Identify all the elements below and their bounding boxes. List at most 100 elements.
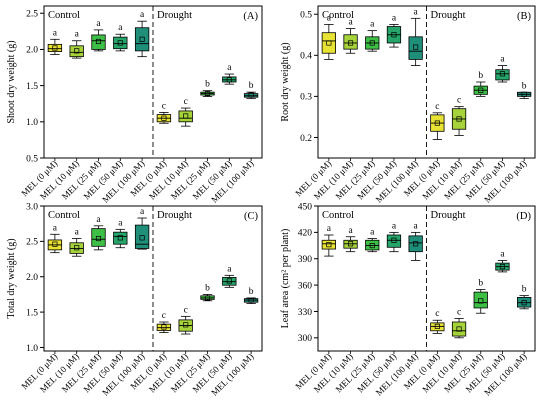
significance-letter: b bbox=[249, 81, 254, 91]
mean-marker bbox=[248, 297, 254, 303]
significance-letter: b bbox=[478, 71, 483, 81]
mean-marker bbox=[326, 40, 332, 46]
mean-marker bbox=[348, 241, 354, 247]
y-tick-label: 450 bbox=[298, 202, 313, 212]
box-drought-4: b bbox=[243, 81, 259, 100]
box-iqr bbox=[408, 36, 423, 60]
panel-a: 0.5 1.0 1.5 2.0 2.5 Shoot dry weight (g) Contr… bbox=[6, 5, 263, 205]
significance-letter: a bbox=[348, 18, 353, 28]
significance-letter: a bbox=[500, 249, 505, 259]
y-tick-label: 2.0 bbox=[26, 46, 38, 56]
box-control-3: a bbox=[113, 218, 128, 249]
y-tick-label: 0.5 bbox=[300, 11, 312, 21]
significance-letter: a bbox=[348, 226, 353, 236]
panel-c: 1.0 1.5 2.0 2.5 3.0 Total dry weight (g) Contr… bbox=[6, 202, 263, 398]
y-tick-label: 0.2 bbox=[300, 134, 312, 144]
significance-letter: a bbox=[75, 30, 80, 40]
box-drought-3: a bbox=[222, 264, 237, 288]
mean-marker bbox=[226, 278, 232, 284]
box-control-0: a bbox=[321, 224, 336, 257]
group-label-control: Control bbox=[48, 210, 80, 221]
mean-marker bbox=[161, 115, 167, 121]
group-label-control: Control bbox=[322, 210, 354, 221]
box-control-1: a bbox=[343, 226, 358, 253]
significance-letter: a bbox=[53, 28, 58, 38]
significance-letter: a bbox=[327, 13, 332, 23]
significance-letter: b bbox=[478, 278, 483, 288]
box-drought-3: a bbox=[495, 55, 510, 83]
panel-label: (A) bbox=[243, 11, 258, 22]
box-iqr bbox=[91, 34, 106, 50]
box-iqr bbox=[113, 231, 128, 245]
panel-label: (D) bbox=[516, 211, 531, 222]
mean-marker bbox=[456, 326, 462, 332]
y-axis-label: Leaf area (cm² per plant) bbox=[280, 229, 291, 329]
mean-marker bbox=[52, 45, 58, 51]
box-control-0: a bbox=[47, 28, 63, 55]
y-axis-label: Total dry weight (g) bbox=[6, 238, 17, 318]
box-control-0: a bbox=[321, 13, 336, 60]
box-control-0: a bbox=[47, 223, 63, 254]
mean-marker bbox=[499, 71, 506, 77]
y-tick-label: 2.5 bbox=[26, 10, 38, 20]
y-tick-label: 390 bbox=[298, 255, 313, 265]
mean-marker bbox=[95, 235, 102, 242]
y-tick-label: 1.0 bbox=[26, 118, 38, 128]
box-control-3: a bbox=[386, 221, 402, 253]
significance-letter: a bbox=[75, 228, 80, 238]
significance-letter: a bbox=[118, 23, 123, 33]
y-tick-label: 1.5 bbox=[26, 82, 38, 92]
group-label-drought: Drought bbox=[157, 210, 192, 221]
mean-marker bbox=[348, 40, 354, 46]
mean-marker bbox=[499, 264, 506, 270]
box-iqr bbox=[495, 69, 510, 81]
y-tick-label: 2.5 bbox=[26, 238, 38, 248]
mean-marker bbox=[74, 48, 80, 54]
box-drought-0: c bbox=[430, 102, 445, 140]
significance-letter: a bbox=[96, 215, 101, 225]
box-drought-0: c bbox=[156, 101, 172, 124]
group-label-control: Control bbox=[48, 10, 80, 21]
box-control-4: a bbox=[134, 10, 150, 58]
mean-marker bbox=[139, 235, 145, 241]
box-drought-2: b bbox=[200, 283, 215, 302]
box-drought-3: a bbox=[495, 249, 510, 273]
mean-marker bbox=[521, 300, 527, 306]
box-drought-4: b bbox=[517, 285, 532, 310]
mean-marker bbox=[204, 295, 211, 301]
significance-letter: c bbox=[184, 305, 188, 315]
mean-marker bbox=[326, 242, 332, 248]
mean-marker bbox=[478, 87, 484, 93]
mean-marker bbox=[74, 245, 80, 251]
box-control-3: a bbox=[113, 23, 128, 52]
significance-letter: a bbox=[53, 223, 58, 233]
box-control-1: a bbox=[343, 18, 358, 54]
significance-letter: c bbox=[457, 307, 461, 317]
y-tick-label: 1.5 bbox=[26, 308, 38, 318]
mean-marker bbox=[248, 92, 254, 98]
significance-letter: b bbox=[522, 285, 527, 295]
significance-letter: b bbox=[205, 80, 210, 90]
y-tick-label: 1.0 bbox=[26, 344, 38, 354]
box-drought-2: b bbox=[473, 278, 488, 314]
mean-marker bbox=[434, 120, 440, 126]
box-drought-2: b bbox=[473, 71, 488, 97]
mean-marker bbox=[95, 38, 102, 45]
significance-letter: c bbox=[184, 97, 188, 107]
box-iqr bbox=[134, 224, 150, 249]
box-iqr bbox=[321, 32, 336, 54]
significance-letter: a bbox=[392, 13, 397, 23]
mean-marker bbox=[478, 298, 484, 304]
box-iqr bbox=[69, 45, 84, 58]
box-drought-1: c bbox=[178, 305, 193, 335]
mean-marker bbox=[117, 235, 123, 241]
mean-marker bbox=[117, 40, 123, 46]
significance-letter: a bbox=[392, 221, 397, 231]
y-tick-label: 300 bbox=[298, 334, 313, 344]
group-label-drought: Drought bbox=[431, 10, 466, 21]
y-tick-label: 0.5 bbox=[26, 154, 38, 164]
panel-b: 0.2 0.3 0.4 0.5 Root dry weight (g) Control Dr… bbox=[280, 5, 536, 205]
significance-letter: c bbox=[162, 101, 166, 111]
box-iqr bbox=[113, 36, 128, 50]
